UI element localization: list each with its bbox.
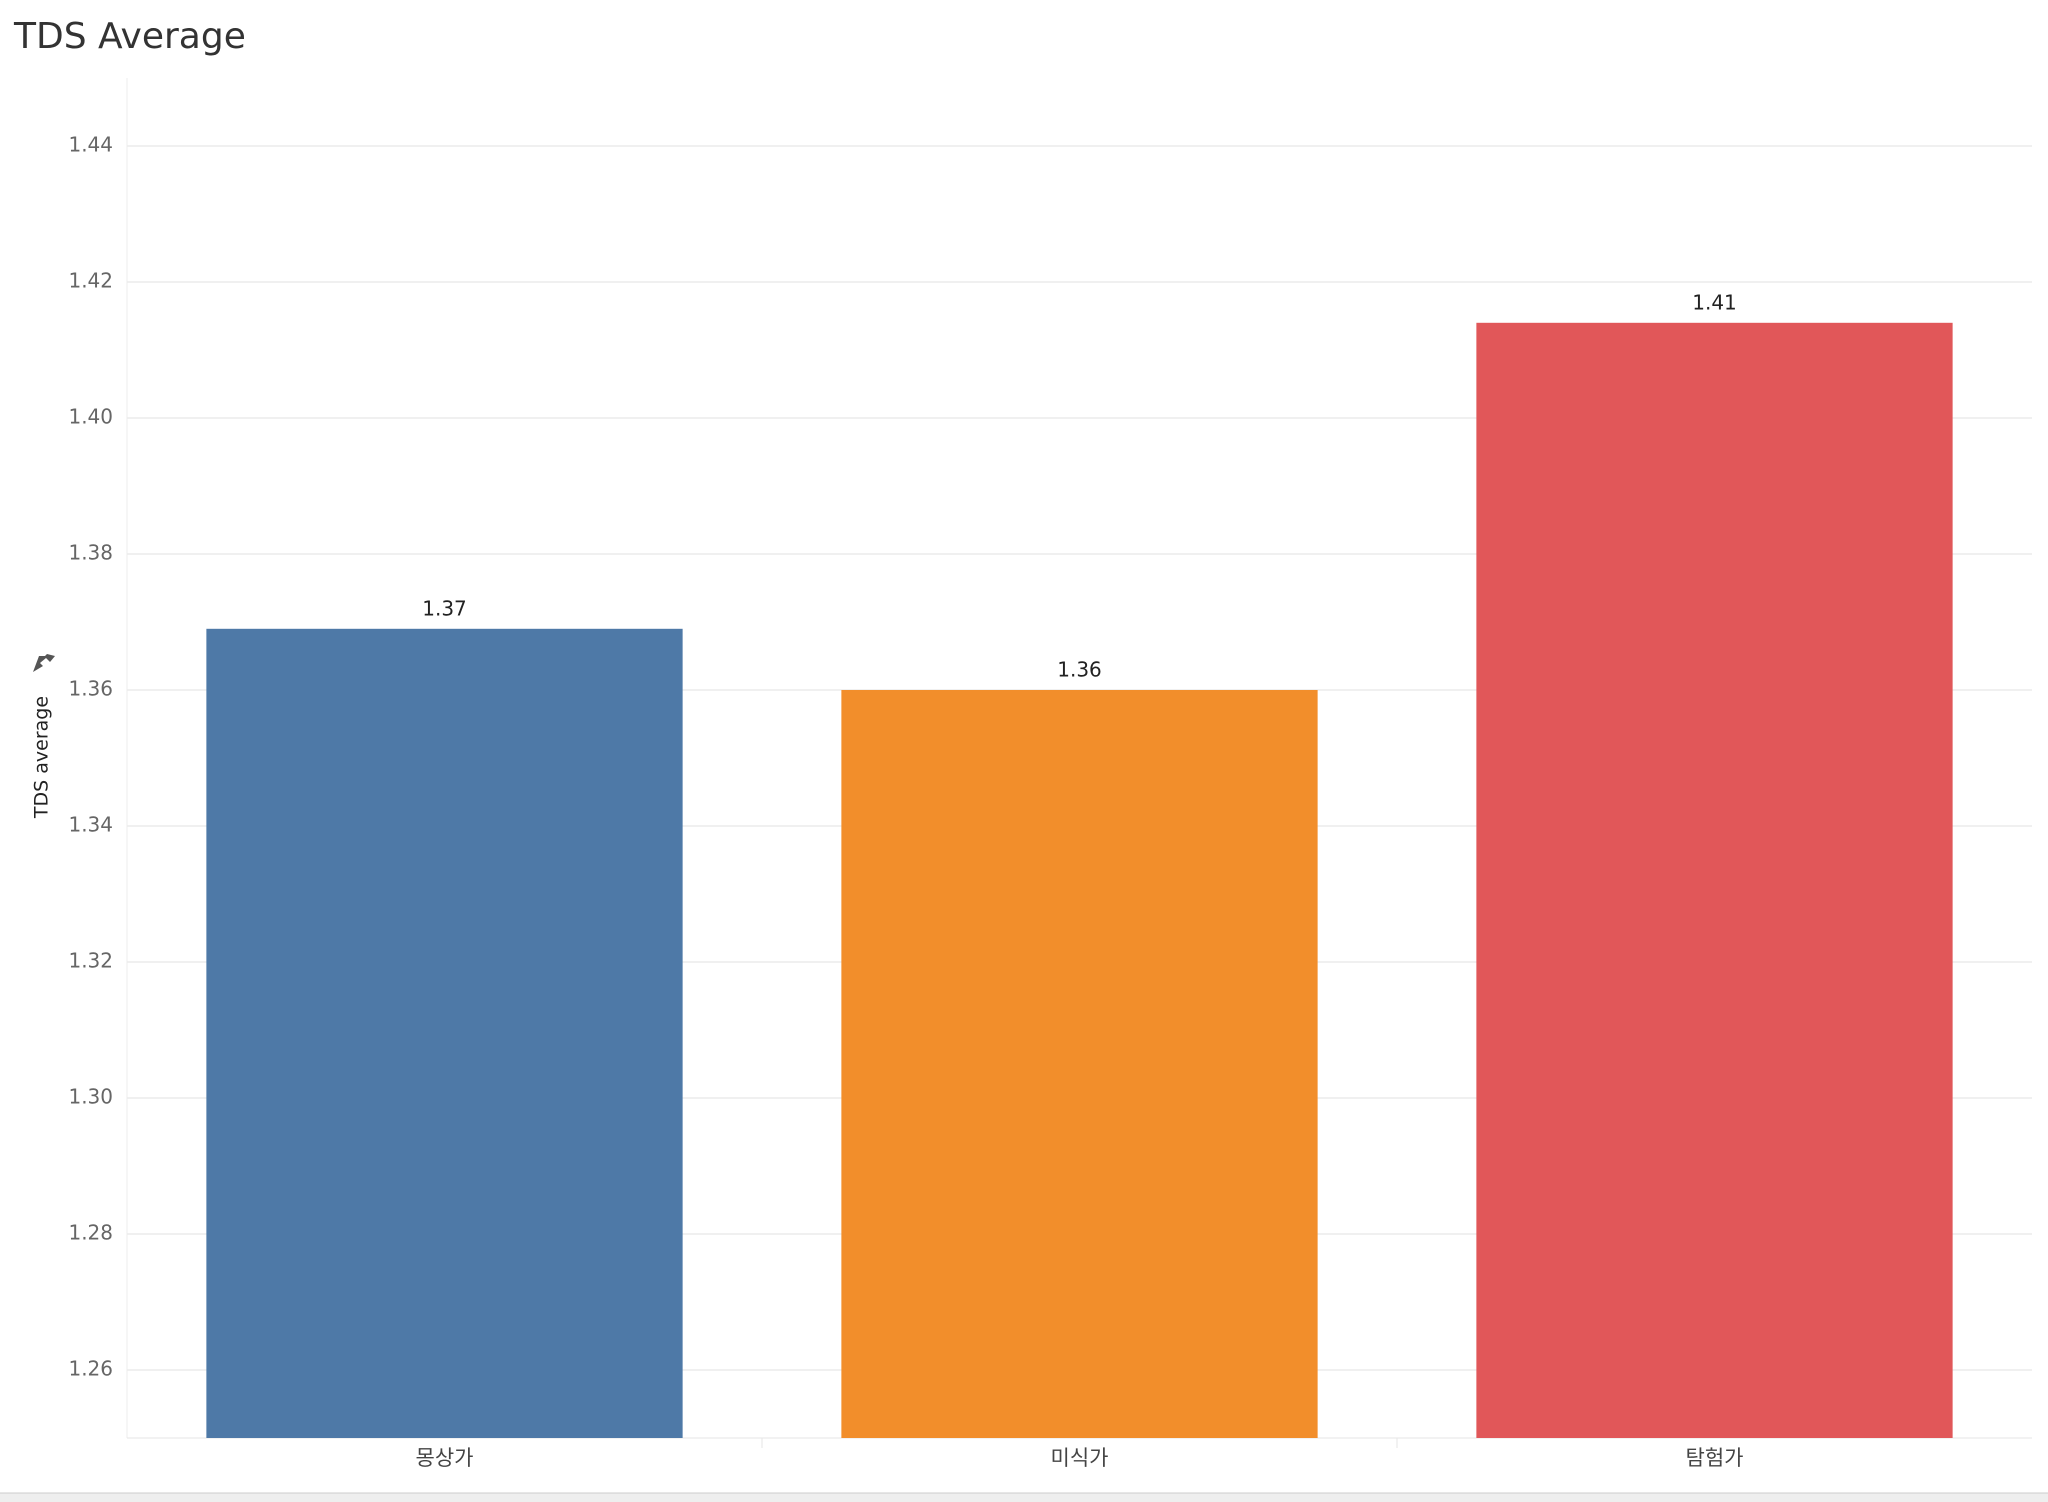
chart-title: TDS Average [13, 16, 246, 57]
footer-bar [0, 1493, 2048, 1502]
y-tick-label: 1.32 [68, 949, 113, 973]
y-tick-label: 1.36 [68, 677, 113, 701]
y-tick-label: 1.30 [68, 1085, 113, 1109]
y-tick-label: 1.44 [68, 133, 113, 157]
value-label: 1.36 [1057, 658, 1102, 682]
pin-icon [33, 654, 55, 672]
bar [1476, 322, 1953, 1438]
y-tick-label: 1.34 [68, 813, 113, 837]
y-tick-label: 1.26 [68, 1357, 113, 1381]
y-tick-label: 1.40 [68, 405, 113, 429]
y-tick-label: 1.42 [68, 269, 113, 293]
bar [206, 628, 683, 1438]
bar [841, 690, 1318, 1438]
y-tick-label: 1.38 [68, 541, 113, 565]
value-label: 1.37 [422, 596, 467, 620]
x-tick-label: 몽상가 [416, 1446, 474, 1470]
x-tick-label: 미식가 [1051, 1446, 1109, 1470]
value-label: 1.41 [1692, 290, 1737, 314]
y-axis-title: TDS average [31, 696, 53, 819]
x-tick-label: 탐험가 [1686, 1446, 1744, 1470]
y-tick-label: 1.28 [68, 1221, 113, 1245]
